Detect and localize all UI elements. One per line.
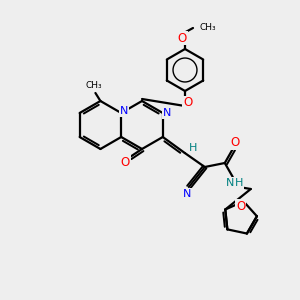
- Text: O: O: [230, 136, 239, 149]
- Text: N: N: [120, 106, 128, 116]
- Text: N: N: [163, 108, 171, 118]
- Text: N: N: [226, 178, 234, 188]
- Text: CH₃: CH₃: [199, 23, 216, 32]
- Text: H: H: [235, 178, 243, 188]
- Text: O: O: [120, 155, 130, 169]
- Text: O: O: [183, 97, 193, 110]
- Text: CH₃: CH₃: [85, 82, 102, 91]
- Text: H: H: [189, 143, 197, 153]
- Text: N: N: [183, 189, 191, 199]
- Text: O: O: [177, 32, 187, 44]
- Text: O: O: [236, 200, 245, 213]
